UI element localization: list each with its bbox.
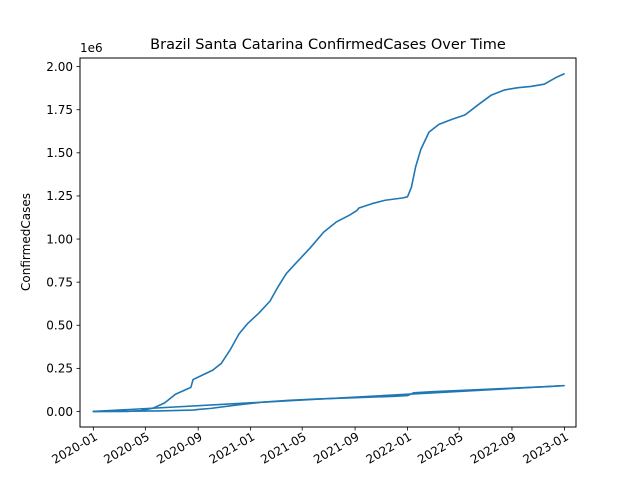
x-tick-label: 2020-01 xyxy=(49,429,99,466)
y-axis-label: ConfirmedCases xyxy=(19,193,33,291)
x-tick-label: 2020-09 xyxy=(154,429,204,466)
y-tick-label: 1.75 xyxy=(46,103,73,117)
x-tick-label: 2021-05 xyxy=(258,429,308,466)
y-axis: 0.00 0.25 0.50 0.75 1.00 1.25 1.50 1.75 2.00 xyxy=(46,60,80,419)
x-tick-label: 2021-09 xyxy=(311,429,361,466)
data-line xyxy=(92,73,565,413)
y-tick-label: 0.25 xyxy=(46,362,73,376)
y-tick-label: 0.75 xyxy=(46,275,73,289)
x-tick-label: 2021-01 xyxy=(207,429,257,466)
x-tick-label: 2022-01 xyxy=(364,429,414,466)
plot-lines xyxy=(92,73,565,413)
y-tick-label: 1.25 xyxy=(46,189,73,203)
x-axis: 2020-01 2020-05 2020-09 2021-01 2021-05 2021-… xyxy=(49,427,571,467)
y-tick-label: 2.00 xyxy=(46,60,73,74)
x-tick-label: 2023-01 xyxy=(520,429,570,466)
y-tick-label: 0.50 xyxy=(46,319,73,333)
x-tick-label: 2022-05 xyxy=(415,429,465,466)
x-tick-label: 2020-05 xyxy=(101,429,151,466)
y-tick-label: 1.00 xyxy=(46,232,73,246)
y-tick-label: 1.50 xyxy=(46,146,73,160)
data-line xyxy=(92,384,565,413)
y-axis-offset-label: 1e6 xyxy=(80,41,103,55)
x-tick-label: 2022-09 xyxy=(468,429,518,466)
plot-frame xyxy=(79,57,577,428)
chart-title: Brazil Santa Catarina ConfirmedCases Ove… xyxy=(150,37,506,53)
y-tick-label: 0.00 xyxy=(46,405,73,419)
